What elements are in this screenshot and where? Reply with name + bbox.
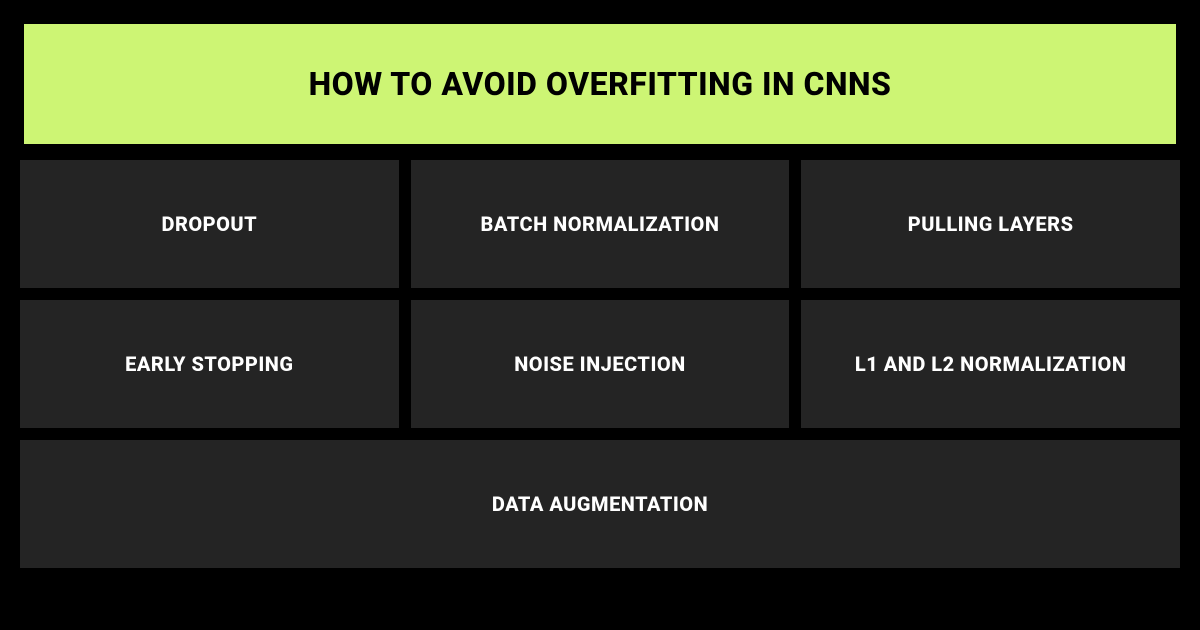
- tile-label: EARLY STOPPING: [125, 350, 293, 378]
- tiles-row-1: DROPOUT BATCH NORMALIZATION PULLING LAYE…: [20, 160, 1180, 288]
- infographic-container: HOW TO AVOID OVERFITTING IN CNNS DROPOUT…: [20, 20, 1180, 610]
- tile-batch-normalization: BATCH NORMALIZATION: [411, 160, 790, 288]
- tiles-row-2: EARLY STOPPING NOISE INJECTION L1 AND L2…: [20, 300, 1180, 428]
- tile-label: PULLING LAYERS: [908, 210, 1074, 238]
- tiles-row-3: DATA AUGMENTATION: [20, 440, 1180, 568]
- tile-noise-injection: NOISE INJECTION: [411, 300, 790, 428]
- header-banner: HOW TO AVOID OVERFITTING IN CNNS: [20, 20, 1180, 148]
- tile-label: DROPOUT: [161, 210, 257, 238]
- tile-label: BATCH NORMALIZATION: [481, 210, 720, 238]
- tile-pulling-layers: PULLING LAYERS: [801, 160, 1180, 288]
- tile-early-stopping: EARLY STOPPING: [20, 300, 399, 428]
- tile-label: NOISE INJECTION: [514, 350, 686, 378]
- tile-data-augmentation: DATA AUGMENTATION: [20, 440, 1180, 568]
- tile-dropout: DROPOUT: [20, 160, 399, 288]
- tile-l1-l2-normalization: L1 AND L2 NORMALIZATION: [801, 300, 1180, 428]
- tile-label: L1 AND L2 NORMALIZATION: [855, 350, 1127, 378]
- header-title: HOW TO AVOID OVERFITTING IN CNNS: [309, 65, 892, 103]
- tile-label: DATA AUGMENTATION: [492, 490, 708, 518]
